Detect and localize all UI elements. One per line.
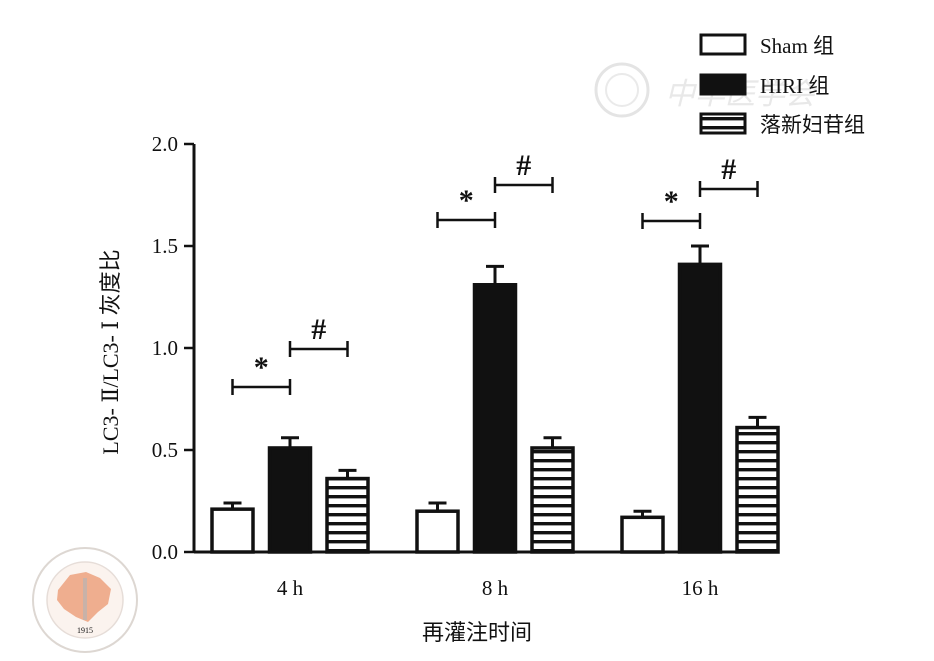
y-tick-label: 0.0 [152, 540, 178, 564]
y-tick-label: 0.5 [152, 438, 178, 462]
y-tick-label: 1.0 [152, 336, 178, 360]
bar [620, 515, 665, 554]
significance-mark: * [664, 185, 679, 218]
legend-label: 落新妇苷组 [760, 113, 865, 137]
legend-swatch [699, 112, 747, 135]
x-tick-label: 8 h [482, 576, 509, 600]
x-axis-title: 再灌注时间 [422, 620, 532, 645]
watermark-seal-icon [594, 62, 650, 118]
logo-year: 1915 [77, 626, 93, 635]
bar [472, 283, 518, 554]
x-tick-label: 16 h [682, 576, 719, 600]
significance-mark: # [721, 153, 736, 186]
significance-layer: * # * # * # [231, 149, 759, 395]
legend-swatch [699, 73, 747, 96]
bar [530, 446, 575, 554]
association-logo: 1915 [32, 547, 138, 653]
y-tick-label: 2.0 [152, 132, 178, 156]
bars-layer: 4 h 8 h 16 h [210, 244, 780, 600]
significance-mark: * [254, 351, 269, 384]
bar [735, 425, 780, 554]
bar [677, 262, 723, 554]
bar [325, 476, 370, 554]
legend-label: Sham 组 [760, 34, 834, 58]
legend-swatch [699, 33, 747, 56]
significance-mark: # [311, 313, 326, 346]
legend-label: HIRI 组 [760, 74, 829, 98]
significance-mark: * [459, 184, 474, 217]
bar [415, 509, 460, 554]
significance-mark: # [516, 149, 531, 182]
bar [267, 446, 313, 554]
y-axis-title: LC3- Ⅱ/LC3- Ⅰ 灰度比 [98, 249, 123, 454]
bar [210, 507, 255, 554]
y-tick-label: 1.5 [152, 234, 178, 258]
x-tick-label: 4 h [277, 576, 304, 600]
